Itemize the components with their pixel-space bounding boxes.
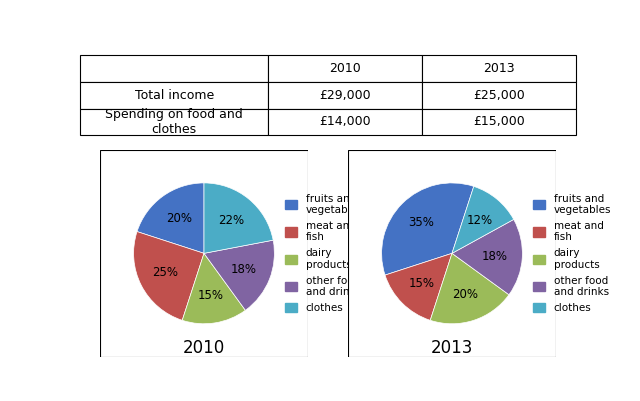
Legend: fruits and
vegetables, meat and
fish, dairy
products, other food
and drinks, clo: fruits and vegetables, meat and fish, da… xyxy=(282,190,366,316)
Text: 20%: 20% xyxy=(452,288,478,301)
Title: 2010: 2010 xyxy=(183,338,225,356)
Legend: fruits and
vegetables, meat and
fish, dairy
products, other food
and drinks, clo: fruits and vegetables, meat and fish, da… xyxy=(530,190,614,316)
Wedge shape xyxy=(452,219,522,295)
Wedge shape xyxy=(134,232,204,320)
Text: 18%: 18% xyxy=(231,263,257,276)
Wedge shape xyxy=(430,253,509,324)
Text: 20%: 20% xyxy=(166,212,191,225)
Wedge shape xyxy=(452,186,514,253)
FancyBboxPatch shape xyxy=(100,150,308,357)
Wedge shape xyxy=(204,240,275,310)
Text: 18%: 18% xyxy=(482,249,508,263)
Text: 25%: 25% xyxy=(152,266,179,279)
Text: 22%: 22% xyxy=(218,214,244,227)
Wedge shape xyxy=(381,183,474,275)
Text: 15%: 15% xyxy=(408,277,435,290)
Wedge shape xyxy=(204,183,273,253)
Title: 2013: 2013 xyxy=(431,338,473,356)
FancyBboxPatch shape xyxy=(348,150,556,357)
Text: 15%: 15% xyxy=(198,290,224,302)
Wedge shape xyxy=(137,183,204,253)
Text: 35%: 35% xyxy=(408,217,435,229)
Wedge shape xyxy=(182,253,245,324)
Wedge shape xyxy=(385,253,452,320)
Text: 12%: 12% xyxy=(467,214,493,227)
